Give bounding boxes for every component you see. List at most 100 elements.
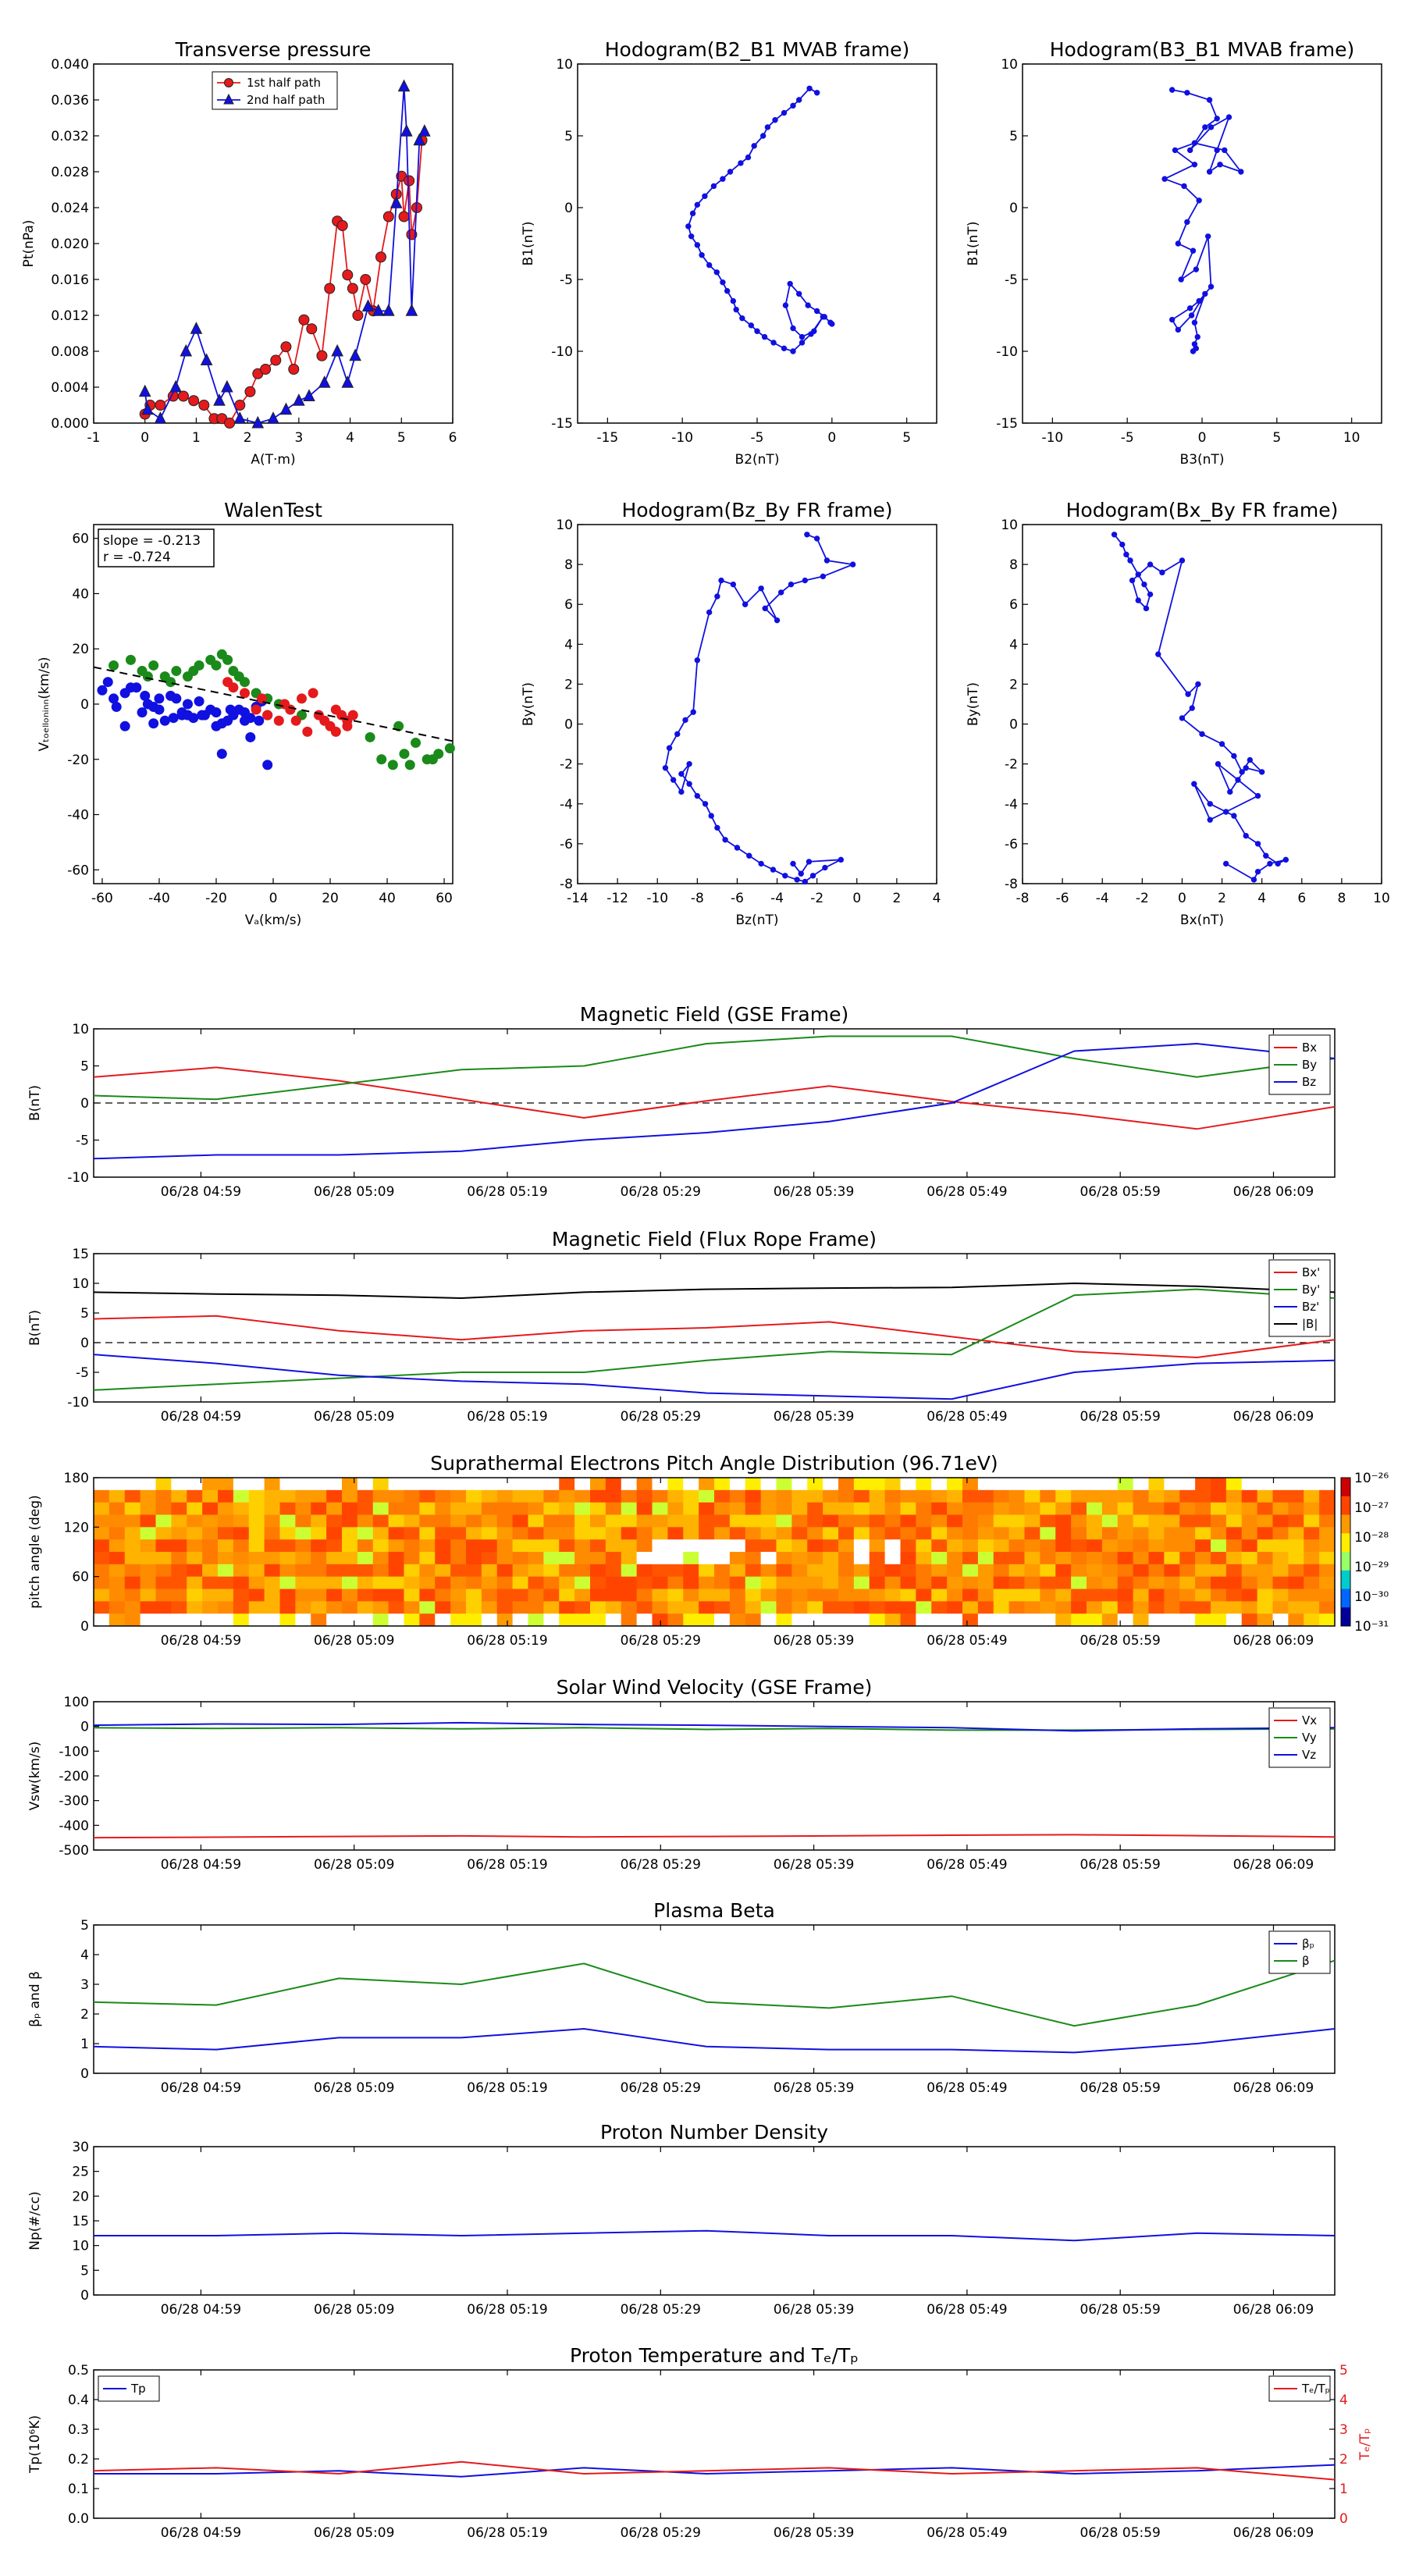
- pad-cell: [1164, 1489, 1180, 1503]
- pad-cell: [1087, 1614, 1103, 1627]
- pad-cell: [853, 1502, 870, 1515]
- hodo_b2b1-point: [685, 223, 692, 229]
- transverse_pressure-point: [361, 299, 375, 311]
- walen-point-green: [376, 754, 387, 765]
- vsw-ytick-label: -100: [59, 1744, 89, 1759]
- hodo_b2b1-point: [733, 306, 739, 313]
- pad-cell: [1272, 1527, 1289, 1540]
- pad-cell: [853, 1514, 870, 1528]
- hodo_bxby-point: [1254, 868, 1261, 875]
- pad-cell: [993, 1564, 1010, 1578]
- hodo_b2b1-xtick-label: 0: [827, 430, 836, 446]
- pad-cell: [1225, 1502, 1243, 1515]
- pad-cell: [528, 1589, 544, 1602]
- pad-cell: [1304, 1527, 1320, 1540]
- hodo_b2b1-point: [694, 242, 701, 248]
- hodo_b3b1-xtick-label: 10: [1343, 430, 1361, 446]
- pad-cell: [94, 1614, 110, 1627]
- beta-ytick-label: 3: [80, 1977, 89, 1993]
- hodo_bxby-point: [1254, 792, 1261, 799]
- mag_fr-xtick-label: 06/28 04:59: [161, 1409, 241, 1425]
- pad-cell: [916, 1601, 932, 1614]
- pad-cell: [760, 1527, 777, 1540]
- pad-cell: [807, 1489, 823, 1503]
- pad-cell: [264, 1489, 280, 1503]
- pad-cell: [94, 1601, 110, 1614]
- hodo_b2b1-point: [813, 308, 820, 315]
- hodo_bzby-point: [690, 709, 696, 715]
- pad-cell: [1148, 1527, 1165, 1540]
- pad-cell: [171, 1527, 187, 1540]
- hodo_bzby-xtick-label: 2: [892, 891, 901, 906]
- pad-cell: [1288, 1502, 1304, 1515]
- walen-ytick-label: -20: [67, 753, 89, 768]
- hodo_b2b1-point: [745, 154, 752, 161]
- pad-cell: [187, 1478, 203, 1491]
- pad-cell: [916, 1576, 932, 1589]
- pad-cell: [931, 1589, 948, 1602]
- pad-cell: [1211, 1489, 1227, 1503]
- pad-cell: [1319, 1527, 1336, 1540]
- hodo_bzby-ytick-label: 6: [564, 597, 573, 613]
- pad-cell: [435, 1614, 451, 1627]
- pad-cell: [94, 1502, 110, 1515]
- vsw-xtick-label: 06/28 06:09: [1233, 1857, 1314, 1873]
- hodo_b3b1-frame: [1022, 63, 1382, 424]
- pad-cell: [714, 1564, 731, 1578]
- mag_gse-ytick-label: 5: [80, 1059, 89, 1075]
- pad-cell: [1319, 1564, 1336, 1578]
- pad-cell: [1211, 1564, 1227, 1578]
- pad-cell: [326, 1601, 343, 1614]
- hodo_b2b1-ytick-label: -15: [551, 416, 573, 432]
- pad-cell: [636, 1514, 653, 1528]
- hodo_b2b1-point: [727, 169, 734, 175]
- pad-cell: [108, 1576, 126, 1589]
- pad-cell: [1272, 1539, 1289, 1553]
- pad-cell: [683, 1614, 699, 1627]
- pad-cell: [760, 1589, 777, 1602]
- walen-point-red: [302, 726, 313, 737]
- pad-cell: [667, 1614, 684, 1627]
- pad-cell: [1087, 1601, 1103, 1614]
- pad-cell: [496, 1527, 514, 1540]
- pad-cell: [1225, 1564, 1243, 1578]
- walen-point-red: [273, 715, 284, 726]
- pad-cell: [760, 1552, 777, 1565]
- pad-cell: [202, 1478, 219, 1491]
- pad-cell: [652, 1576, 668, 1589]
- pad-cell: [605, 1489, 622, 1503]
- pad-cell: [947, 1614, 963, 1627]
- pad-cell: [745, 1552, 762, 1565]
- pad-cell: [977, 1564, 994, 1578]
- pad-cell: [512, 1576, 528, 1589]
- pad-cell: [574, 1576, 591, 1589]
- vsw-series-0: [93, 1834, 1336, 1839]
- hodo_b2b1-point: [730, 297, 737, 304]
- walen-xtick-label: 0: [269, 891, 278, 906]
- pad-cell: [295, 1614, 311, 1627]
- pad-colorbar-label: 10⁻³⁰: [1354, 1589, 1389, 1605]
- hodo_bxby-xtick-label: -2: [1136, 891, 1149, 906]
- hodo_b2b1-point: [713, 269, 720, 276]
- hodo_b3b1-point: [1214, 147, 1220, 154]
- walen-point-blue: [216, 749, 227, 760]
- hodo_bzby-point: [670, 777, 677, 783]
- vsw-ytick-label: 0: [80, 1720, 89, 1735]
- pad-cell: [404, 1489, 420, 1503]
- hodo_bzby-point: [838, 856, 845, 863]
- pad-cell: [264, 1539, 280, 1553]
- pad-cell: [155, 1564, 172, 1578]
- transverse_pressure-point: [382, 304, 395, 316]
- pad-cell: [1133, 1601, 1149, 1614]
- pad-cell: [869, 1502, 886, 1515]
- pad-cell: [264, 1478, 280, 1491]
- np-xtick-label: 06/28 05:59: [1080, 2302, 1160, 2318]
- pad-cell: [1087, 1502, 1103, 1515]
- mag_fr-ytick-label: 5: [80, 1306, 89, 1322]
- pad-cell: [900, 1576, 916, 1589]
- pad-cell: [372, 1614, 389, 1627]
- pad-cell: [853, 1614, 870, 1627]
- pad-cell: [977, 1614, 994, 1627]
- pad-cell: [962, 1539, 979, 1553]
- hodo_b2b1-point: [813, 90, 820, 96]
